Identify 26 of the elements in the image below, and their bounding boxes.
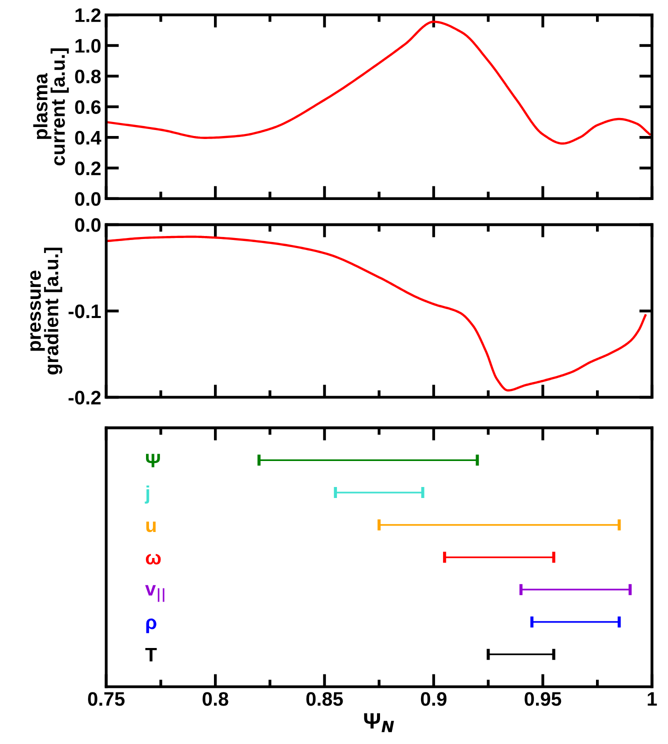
y-axis-title: plasma current [a.u.] — [33, 48, 69, 166]
y-tick-label: u — [146, 522, 156, 532]
y-tick-label: T — [145, 648, 157, 662]
y-tick-label: v$_{||}$ — [145, 585, 164, 602]
y-tick-label: 0.8 — [75, 70, 101, 84]
x-tick-label: 0.95 — [524, 692, 562, 706]
x-tick-label: 1 — [648, 692, 657, 706]
x-axis-title: Ψ$_{N}$ — [364, 713, 394, 732]
y-tick-label: 0.4 — [75, 130, 102, 145]
y-tick-label: Ψ — [146, 454, 160, 468]
y-tick-label: ρ — [146, 618, 156, 634]
y-tick-label: 0.0 — [75, 192, 101, 206]
y-tick-label: 0.0 — [75, 218, 101, 232]
x-tick-label: 0.75 — [88, 692, 125, 706]
y-tick-label: ω — [146, 554, 161, 564]
y-tick-label: 0.6 — [75, 100, 101, 114]
y-tick-label: 1.0 — [76, 38, 101, 53]
y-tick-label: 1.2 — [76, 8, 101, 22]
x-tick-label: 0.8 — [202, 692, 228, 706]
y-tick-label: -0.2 — [68, 390, 101, 405]
x-tick-label: 0.85 — [306, 692, 343, 706]
y-tick-label: -0.1 — [68, 304, 101, 318]
y-axis-title: pressure gradient [a.u.] — [30, 248, 62, 374]
x-tick-label: 0.9 — [420, 692, 446, 706]
y-tick-label: j — [144, 485, 150, 504]
y-tick-label: 0.2 — [75, 161, 101, 176]
